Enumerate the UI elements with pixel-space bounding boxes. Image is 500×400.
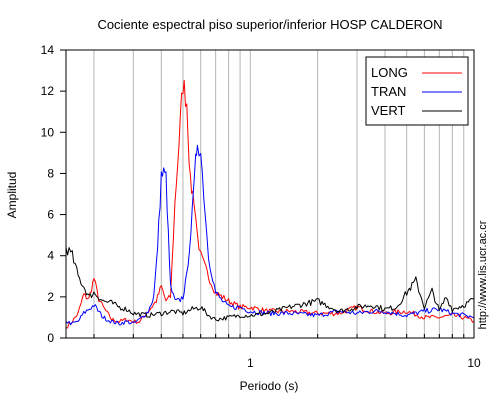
chart-title: Cociente espectral piso superior/inferio…	[97, 17, 442, 32]
x-tick-label: 10	[467, 356, 481, 370]
legend: LONG TRAN VERT	[365, 56, 469, 126]
axes: 0 2 4 6 8 10 12 14 1 10	[41, 43, 481, 370]
y-axis-label: Amplitud	[5, 172, 19, 219]
y-tick-label: 6	[47, 208, 54, 222]
legend-label-vert: VERT	[371, 103, 405, 118]
y-tick-label: 4	[47, 249, 54, 263]
lis-url-note: http://www.lis.ucr.ac.cr	[477, 220, 489, 329]
legend-label-long: LONG	[371, 65, 408, 80]
y-tick-label: 8	[47, 166, 54, 180]
y-tick-label: 2	[47, 290, 54, 304]
legend-box	[365, 56, 469, 126]
x-axis-label: Periodo (s)	[240, 379, 299, 393]
y-tick-label: 10	[41, 125, 55, 139]
legend-label-tran: TRAN	[371, 84, 406, 99]
plot-frame	[65, 49, 475, 339]
y-tick-label: 12	[41, 84, 55, 98]
series-line-tran	[65, 144, 474, 326]
y-tick-label: 0	[47, 331, 54, 345]
series-line-vert	[65, 247, 475, 322]
x-tick-label: 1	[247, 356, 254, 370]
y-tick-label: 14	[41, 43, 55, 57]
plot-series	[65, 79, 475, 329]
